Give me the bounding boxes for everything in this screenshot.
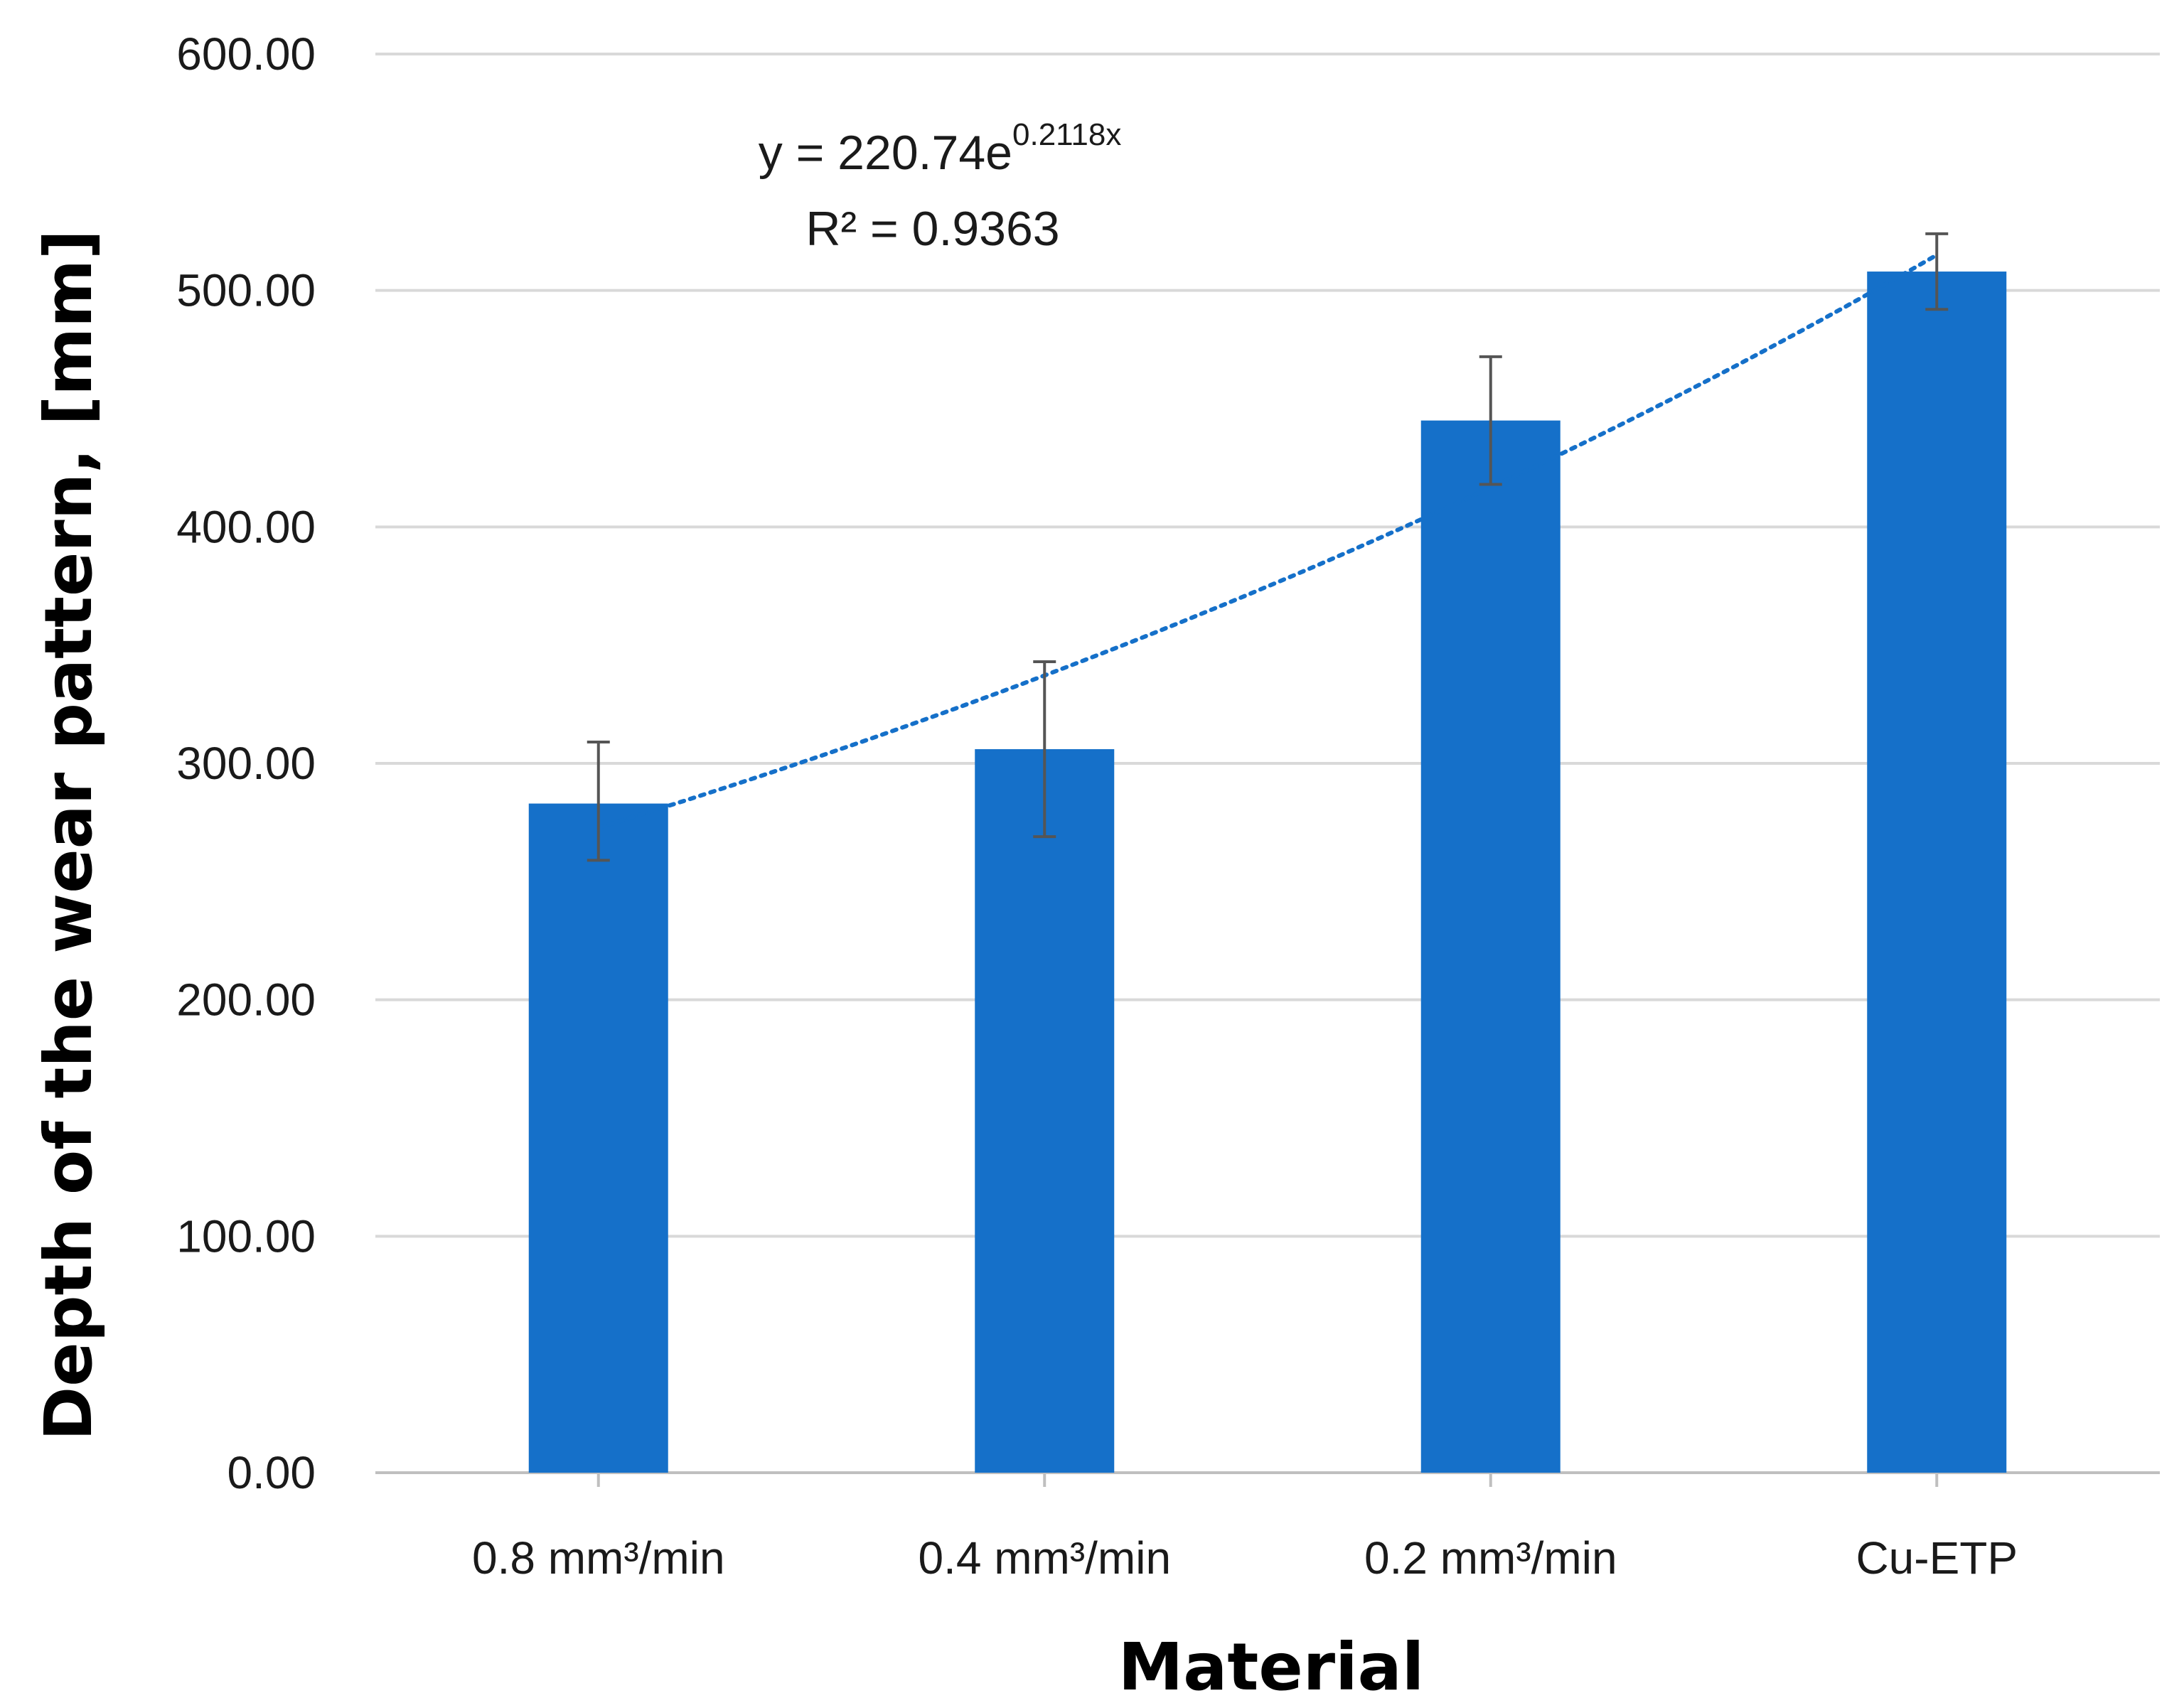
y-tick-label: 400.00 — [176, 501, 316, 552]
x-tick-labels: 0.8 mm³/min 0.4 mm³/min 0.2 mm³/min Cu-ETP — [472, 1532, 2018, 1584]
y-tick-labels: 0.00 100.00 200.00 300.00 400.00 500.00 600.00 — [176, 28, 316, 1498]
trendline-path — [596, 252, 1939, 830]
trendline — [596, 252, 1939, 830]
bar — [975, 749, 1115, 1473]
bars — [528, 272, 2007, 1473]
trendline-r-squared: R² = 0.9363 — [805, 202, 1059, 256]
y-tick-label: 200.00 — [176, 974, 316, 1026]
y-tick-label: 500.00 — [176, 265, 316, 316]
x-tick-label: 0.2 mm³/min — [1364, 1532, 1617, 1584]
x-tick-label: 0.4 mm³/min — [918, 1532, 1171, 1584]
trendline-equation-base: y = 220.74e — [759, 126, 1012, 180]
x-tick-label: 0.8 mm³/min — [472, 1532, 725, 1584]
y-tick-label: 100.00 — [176, 1210, 316, 1262]
trendline-equation-exponent: 0.2118x — [1012, 117, 1121, 152]
error-bars — [587, 232, 1949, 862]
x-tick-label: Cu-ETP — [1856, 1532, 2018, 1584]
bar — [1420, 420, 1561, 1473]
trendline-equation: y = 220.74e0.2118x — [759, 117, 1122, 180]
gridlines — [375, 53, 2160, 1487]
y-tick-label: 600.00 — [176, 28, 316, 80]
bar — [1867, 272, 2007, 1473]
y-axis-title: Depth of the wear pattern, [mm] — [31, 230, 107, 1441]
x-axis-title: Material — [1118, 1629, 1425, 1698]
bar — [528, 803, 668, 1473]
y-tick-label: 0.00 — [227, 1447, 316, 1498]
y-tick-label: 300.00 — [176, 738, 316, 789]
